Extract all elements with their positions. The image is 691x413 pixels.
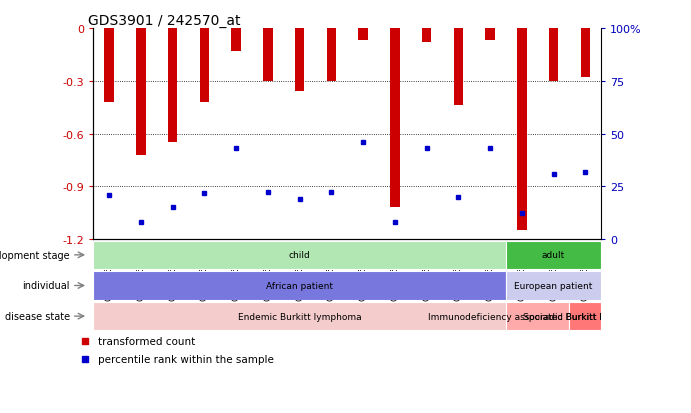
Text: Endemic Burkitt lymphoma: Endemic Burkitt lymphoma — [238, 312, 361, 321]
Bar — [580, 29, 590, 78]
Bar — [263, 29, 273, 82]
Bar — [93, 302, 506, 331]
Bar — [422, 29, 431, 43]
Bar — [104, 29, 114, 103]
Bar — [453, 29, 463, 106]
Text: transformed count: transformed count — [97, 337, 195, 347]
Bar — [136, 29, 146, 155]
Text: percentile rank within the sample: percentile rank within the sample — [97, 354, 274, 364]
Text: adult: adult — [542, 251, 565, 260]
Bar — [506, 302, 569, 331]
Bar — [359, 29, 368, 41]
Text: Immunodeficiency associated Burkitt lymphoma: Immunodeficiency associated Burkitt lymp… — [428, 312, 647, 321]
Bar — [327, 29, 336, 82]
Text: child: child — [289, 251, 310, 260]
Bar — [517, 29, 527, 231]
Text: European patient: European patient — [514, 281, 593, 290]
Bar — [506, 241, 601, 270]
Bar — [168, 29, 178, 143]
Text: African patient: African patient — [266, 281, 333, 290]
Text: development stage: development stage — [0, 250, 70, 260]
Bar — [93, 241, 506, 270]
Text: GDS3901 / 242570_at: GDS3901 / 242570_at — [88, 14, 240, 28]
Bar — [549, 29, 558, 82]
Bar — [295, 29, 304, 92]
Bar — [390, 29, 399, 208]
Bar — [200, 29, 209, 103]
Text: Sporadic Burkitt lymphoma: Sporadic Burkitt lymphoma — [523, 312, 647, 321]
Text: individual: individual — [23, 281, 70, 291]
Bar — [506, 271, 601, 300]
Bar — [569, 302, 601, 331]
Bar — [231, 29, 241, 52]
Bar — [93, 271, 506, 300]
Text: disease state: disease state — [5, 311, 70, 321]
Bar — [485, 29, 495, 41]
